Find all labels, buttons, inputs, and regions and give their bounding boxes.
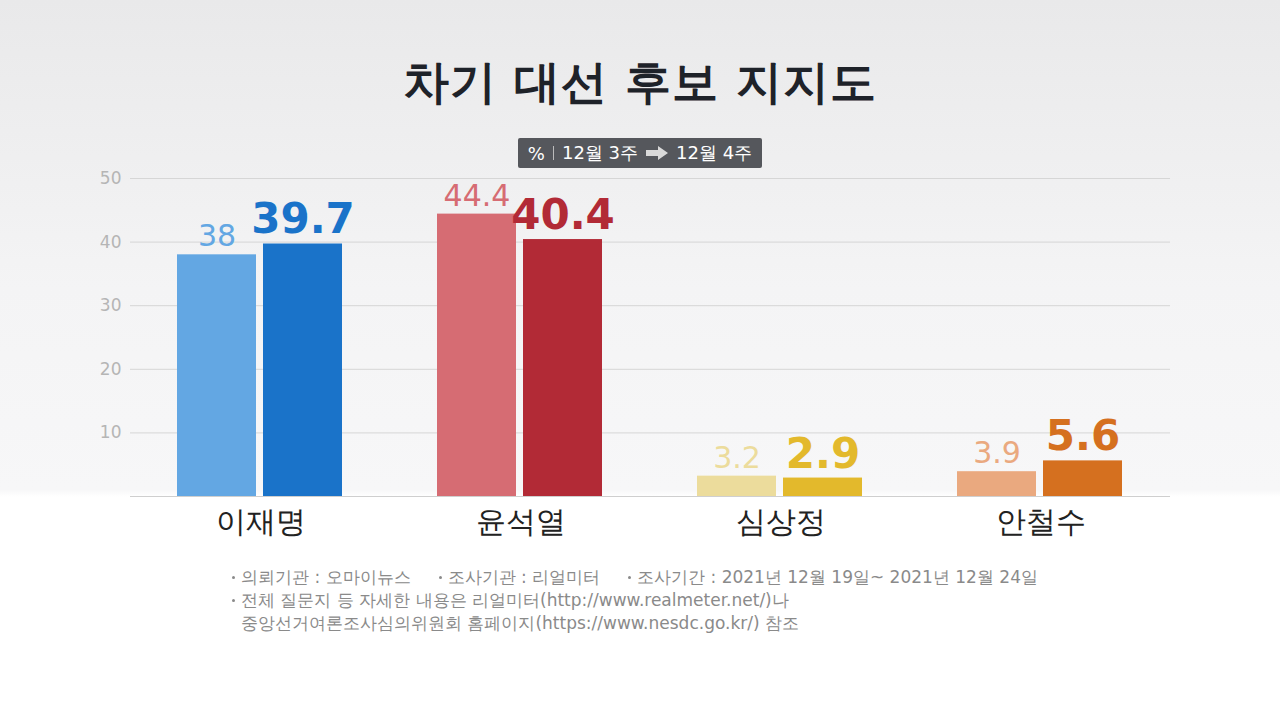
html-text:조사기관 : 리얼미터: 조사기관 : 리얼미터 bbox=[447, 567, 601, 587]
svg-text:심상정: 심상정 bbox=[736, 504, 826, 539]
svg-text:40.4: 40.4 bbox=[511, 190, 615, 239]
svg-text:5.6: 5.6 bbox=[1046, 411, 1120, 460]
svg-text:3.9: 3.9 bbox=[973, 435, 1021, 470]
svg-text:3.2: 3.2 bbox=[713, 440, 761, 475]
svg-text:38: 38 bbox=[198, 218, 236, 253]
svg-text:2.9: 2.9 bbox=[786, 428, 860, 477]
svg-text:44.4: 44.4 bbox=[444, 178, 511, 213]
html-text:중앙선거여론조사심의위원회 홈페이지(https://www: 중앙선거여론조사심의위원회 홈페이지(https://www.nesdc.go.… bbox=[241, 613, 800, 633]
svg-text:50: 50 bbox=[100, 168, 122, 188]
html-text:조사기간 : 2021년 12월 19일~ 2021년 12: 조사기간 : 2021년 12월 19일~ 2021년 12월 24일 bbox=[637, 567, 1038, 587]
svg-text:30: 30 bbox=[100, 295, 122, 315]
svg-text:이재명: 이재명 bbox=[216, 504, 306, 539]
svg-text:안철수: 안철수 bbox=[996, 504, 1086, 539]
svg-text:40: 40 bbox=[100, 232, 122, 252]
svg-text:39.7: 39.7 bbox=[251, 194, 355, 243]
html-text:전체 질문지 등 자세한 내용은 리얼미터(http://w: 전체 질문지 등 자세한 내용은 리얼미터(http://www.realmet… bbox=[241, 590, 789, 610]
html-text:12월 3주: 12월 3주 bbox=[562, 142, 638, 163]
html-text:차기 대선 후보 지지도: 차기 대선 후보 지지도 bbox=[403, 55, 877, 109]
svg-text:10: 10 bbox=[100, 422, 122, 442]
html-text:의뢰기관 : 오마이뉴스: 의뢰기관 : 오마이뉴스 bbox=[241, 567, 411, 587]
svg-text:윤석열: 윤석열 bbox=[476, 504, 566, 539]
svg-text:20: 20 bbox=[100, 359, 122, 379]
html-text:12월 4주: 12월 4주 bbox=[676, 142, 753, 163]
